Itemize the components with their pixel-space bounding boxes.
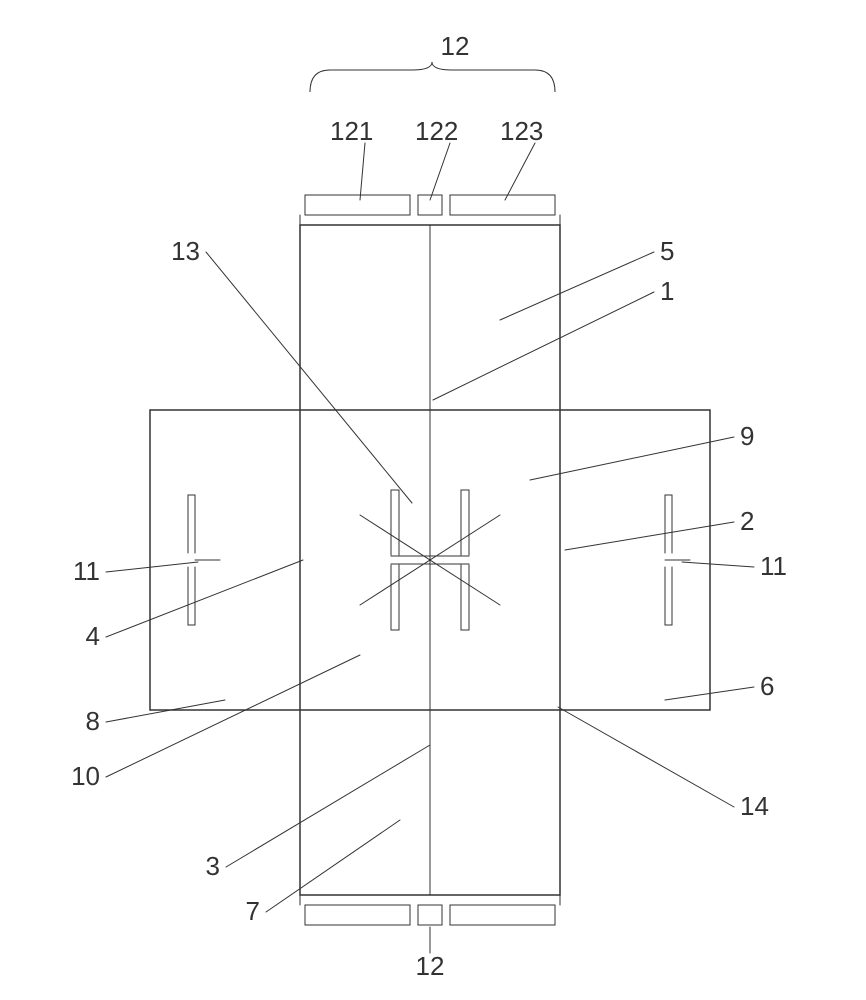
callout-7: 7: [246, 820, 400, 926]
label-9: 9: [740, 421, 754, 451]
label-7: 7: [246, 896, 260, 926]
callout-6: 6: [665, 671, 774, 701]
leader-5: [500, 252, 654, 320]
callout-10: 10: [71, 655, 360, 791]
leader-8: [106, 700, 225, 722]
label-11l: 11: [73, 556, 100, 586]
label-4: 4: [86, 621, 100, 651]
leader-11l: [106, 562, 198, 572]
label-8: 8: [86, 706, 100, 736]
label-12: 12: [441, 31, 470, 61]
label-12b: 12: [416, 951, 445, 981]
bot-bar-seg-0: [305, 905, 410, 925]
figure: [150, 195, 710, 925]
label-6: 6: [760, 671, 774, 701]
callout-1: 1: [433, 276, 674, 400]
sublabel-122: 122: [415, 116, 458, 200]
label-5: 5: [660, 236, 674, 266]
brace-12: 12: [310, 31, 555, 92]
label-14: 14: [740, 791, 769, 821]
callout-9: 9: [530, 421, 754, 480]
leader-14: [558, 707, 734, 807]
callout-2: 2: [565, 506, 754, 550]
sublabel-123: 123: [500, 116, 543, 200]
callout-5: 5: [500, 236, 674, 320]
svg-text:123: 123: [500, 116, 543, 146]
bot-bar-seg-1: [418, 905, 442, 925]
leader-4: [106, 560, 303, 637]
leader-2: [565, 522, 734, 550]
leader-13: [206, 252, 412, 503]
leader-11r: [682, 562, 754, 567]
label-1: 1: [660, 276, 674, 306]
leader-7: [266, 820, 400, 912]
sublabel-121: 121: [330, 116, 373, 200]
callout-8: 8: [86, 700, 225, 736]
callout-11r: 11: [682, 551, 787, 581]
label-3: 3: [206, 851, 220, 881]
leader-10: [106, 655, 360, 777]
top-bar-seg-1: [418, 195, 442, 215]
label-13: 13: [171, 236, 200, 266]
svg-text:121: 121: [330, 116, 373, 146]
leader-1: [433, 292, 654, 400]
callout-13: 13: [171, 236, 412, 503]
label-11r: 11: [760, 551, 787, 581]
callout-3: 3: [206, 745, 430, 881]
label-10: 10: [71, 761, 100, 791]
callout-14: 14: [558, 707, 769, 821]
label-2: 2: [740, 506, 754, 536]
leader-3: [226, 745, 430, 867]
top-bar-seg-0: [305, 195, 410, 215]
callout-4: 4: [86, 560, 303, 651]
svg-text:122: 122: [415, 116, 458, 146]
callout-12b: 12: [416, 927, 445, 981]
bot-bar-seg-2: [450, 905, 555, 925]
top-bar-seg-2: [450, 195, 555, 215]
callout-11l: 11: [73, 556, 198, 586]
